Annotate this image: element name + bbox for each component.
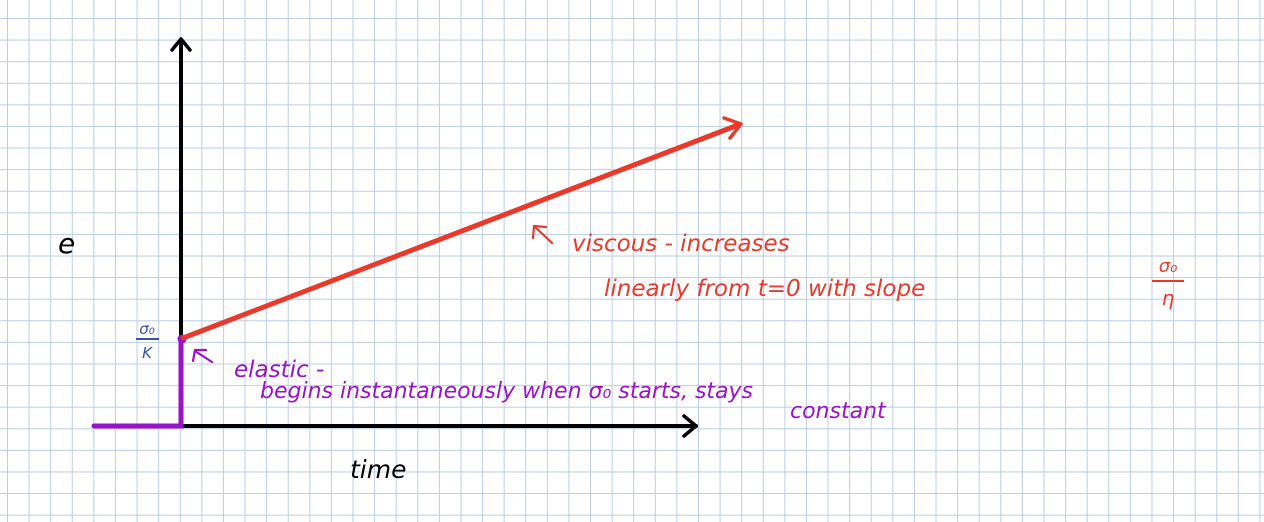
elastic-response-line bbox=[91, 336, 184, 429]
viscous-slope-denominator: η bbox=[1162, 286, 1175, 310]
viscous-slope-numerator: σ₀ bbox=[1159, 256, 1178, 277]
y-axis-arrowhead bbox=[170, 37, 192, 52]
elastic-level-denominator: K bbox=[142, 344, 153, 362]
elastic-note-line3: constant bbox=[790, 399, 887, 424]
y-axis-label: e bbox=[58, 227, 75, 260]
x-axis-label: time bbox=[350, 455, 406, 484]
viscous-pointer-arrow bbox=[531, 224, 554, 245]
elastic-note-line2: begins instantaneously when σ₀ starts, s… bbox=[260, 379, 753, 404]
elastic-note-line1: elastic - bbox=[234, 357, 324, 383]
elastic-pointer-arrow bbox=[191, 348, 214, 364]
elastic-level-numerator: σ₀ bbox=[139, 320, 155, 338]
viscous-response-line bbox=[180, 122, 741, 341]
viscous-slope-fraction: σ₀ η bbox=[1152, 256, 1184, 310]
elastic-level-label: σ₀ K bbox=[136, 320, 159, 362]
viscous-note-line1: viscous - increases bbox=[572, 231, 790, 257]
viscous-arrowhead bbox=[722, 116, 743, 140]
x-axis-arrowhead bbox=[682, 414, 698, 438]
viscous-note-line2: linearly from t=0 with slope bbox=[604, 276, 925, 302]
